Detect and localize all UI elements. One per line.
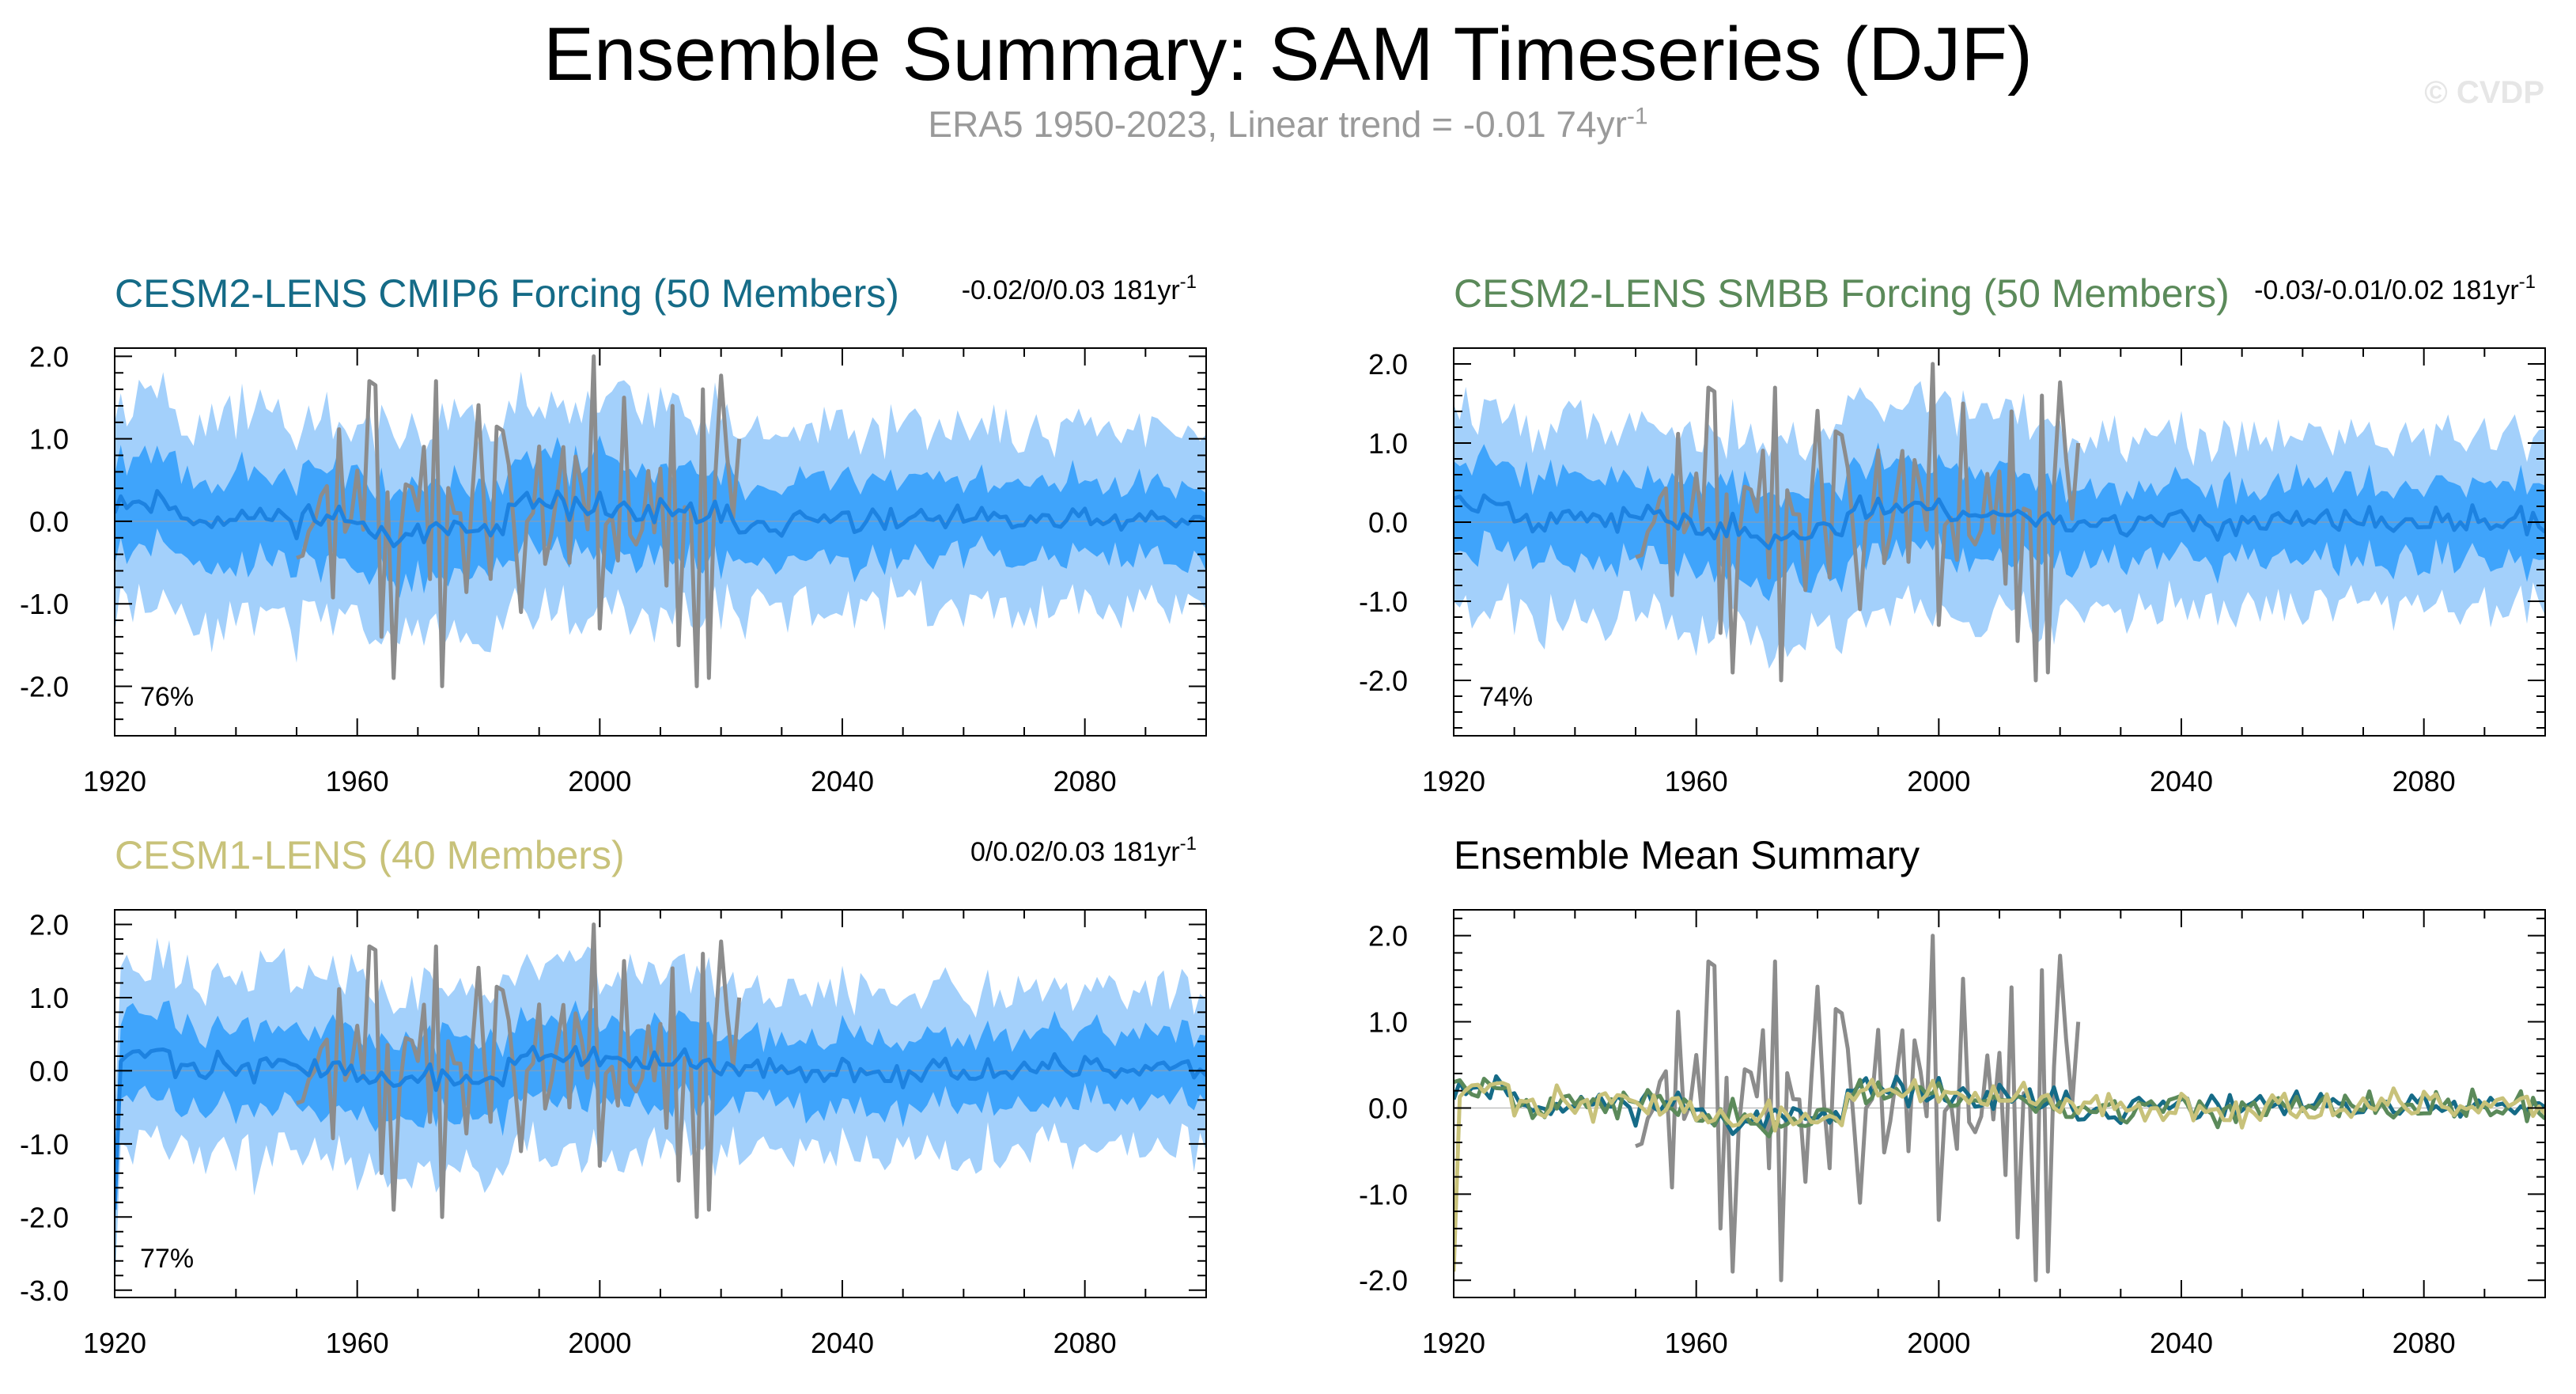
- x-tick-label: 2080: [1053, 1327, 1117, 1359]
- y-tick-label: 1.0: [29, 982, 69, 1014]
- figure-title: Ensemble Summary: SAM Timeseries (DJF): [543, 12, 2033, 97]
- x-tick-label: 2000: [568, 765, 631, 797]
- subtitle-text: ERA5 1950-2023, Linear trend = -0.01 74y…: [928, 104, 1627, 145]
- panel-trend-text: 0/0.02/0.03 181yr: [970, 837, 1180, 867]
- observed-line: [296, 922, 742, 1219]
- x-tick-label: 2040: [2150, 1327, 2213, 1359]
- panel-trend: -0.02/0/0.03 181yr-1: [962, 271, 1197, 305]
- x-tick-label: 2040: [811, 765, 874, 797]
- y-tick-label: 0.0: [1368, 506, 1408, 539]
- y-tick-label: -3.0: [20, 1275, 69, 1307]
- panel-plot-area: [1454, 934, 2545, 1282]
- series-line-cesm1: [1454, 1078, 2545, 1272]
- y-tick-label: -1.0: [1359, 1178, 1408, 1210]
- y-tick-label: 0.0: [29, 506, 69, 538]
- x-tick-label: 1960: [326, 765, 389, 797]
- panel-title: CESM2-LENS CMIP6 Forcing (50 Members): [115, 271, 899, 316]
- panel-smbb: 1920 1960 2000 2040 2080 2.0 1.0 0.0 -1.0 -2.0 CES…: [1359, 271, 2546, 797]
- panel-percent: 77%: [140, 1244, 194, 1274]
- x-tick-label: 1920: [83, 1327, 146, 1359]
- ensemble-mean-line: [115, 1044, 1206, 1210]
- y-tick-label: 2.0: [29, 340, 69, 373]
- figure-subtitle: ERA5 1950-2023, Linear trend = -0.01 74y…: [0, 103, 2576, 146]
- ensemble-mean-line: [1454, 493, 2545, 551]
- x-tick-label: 2000: [568, 1327, 631, 1359]
- y-tick-label: -2.0: [20, 670, 69, 703]
- subtitle-exponent: -1: [1626, 103, 1648, 130]
- x-tick-label: 1920: [1422, 765, 1485, 797]
- panel-trend-text: -0.02/0/0.03 181yr: [962, 275, 1180, 305]
- x-tick-label: 1920: [83, 765, 146, 797]
- y-tick-label: 1.0: [29, 423, 69, 456]
- panel-trend-exponent: -1: [1180, 271, 1197, 293]
- observed-line: [296, 354, 742, 688]
- panel-cesm1: 1920 1960 2000 2040 2080 2.0 1.0 0.0 -1.0 -2.0 -3.…: [20, 833, 1207, 1359]
- x-tick-label: 1920: [1422, 1327, 1485, 1359]
- x-tick-label: 2080: [2393, 1327, 2456, 1359]
- y-tick-label: 1.0: [1368, 1006, 1408, 1039]
- cvdp-watermark: © CVDP: [2424, 75, 2544, 110]
- y-tick-label: -2.0: [20, 1201, 69, 1233]
- ensemble-mean-line: [115, 489, 1206, 548]
- observed-line: [1635, 362, 2081, 683]
- panel-percent: 74%: [1479, 682, 1533, 712]
- y-tick-label: 0.0: [29, 1055, 69, 1087]
- x-tick-label: 2000: [1907, 765, 1970, 797]
- panel-mean: 1920 1960 2000 2040 2080 2.0 1.0 0.0 -1.0 -2.0 Ens…: [1359, 833, 2546, 1359]
- panel-title: CESM1-LENS (40 Members): [115, 833, 625, 877]
- outer-spread-band: [115, 938, 1206, 1294]
- y-tick-label: -1.0: [20, 1128, 69, 1161]
- y-tick-label: 0.0: [1368, 1092, 1408, 1124]
- panel-percent: 76%: [140, 682, 194, 712]
- y-tick-label: 2.0: [1368, 348, 1408, 381]
- panel-title: CESM2-LENS SMBB Forcing (50 Members): [1454, 271, 2230, 316]
- x-tick-label: 2080: [1053, 765, 1117, 797]
- inner-spread-band: [115, 435, 1206, 598]
- y-tick-label: 2.0: [1368, 920, 1408, 953]
- panel-trend: -0.03/-0.01/0.02 181yr-1: [2254, 271, 2536, 305]
- panel-trend: 0/0.02/0.03 181yr-1: [970, 833, 1197, 867]
- panel-title: Ensemble Mean Summary: [1454, 833, 1920, 877]
- x-tick-label: 1960: [1665, 1327, 1728, 1359]
- x-tick-label: 2080: [2393, 765, 2456, 797]
- panel-plot-area: [1454, 362, 2545, 683]
- series-line-era5: [1635, 934, 2081, 1282]
- x-tick-label: 1960: [1665, 765, 1728, 797]
- panel-trend-exponent: -1: [2519, 271, 2536, 293]
- y-tick-label: -2.0: [1359, 665, 1408, 697]
- y-tick-label: 2.0: [29, 908, 69, 941]
- y-tick-label: 1.0: [1368, 427, 1408, 460]
- panel-trend-exponent: -1: [1180, 833, 1197, 854]
- x-tick-label: 2000: [1907, 1327, 1970, 1359]
- y-tick-label: -1.0: [20, 588, 69, 620]
- panel-trend-text: -0.03/-0.01/0.02 181yr: [2254, 275, 2519, 305]
- x-tick-label: 2040: [811, 1327, 874, 1359]
- x-tick-label: 1960: [326, 1327, 389, 1359]
- x-tick-label: 2040: [2150, 765, 2213, 797]
- panel-cmip6: 1920 1960 2000 2040 2080 2.0 1.0 0.0 -1.0 -2.0 CES…: [20, 271, 1207, 797]
- panel-plot-area: [115, 354, 1206, 688]
- y-tick-label: -2.0: [1359, 1264, 1408, 1297]
- panel-plot-area: [115, 922, 1206, 1294]
- y-tick-label: -1.0: [1359, 585, 1408, 618]
